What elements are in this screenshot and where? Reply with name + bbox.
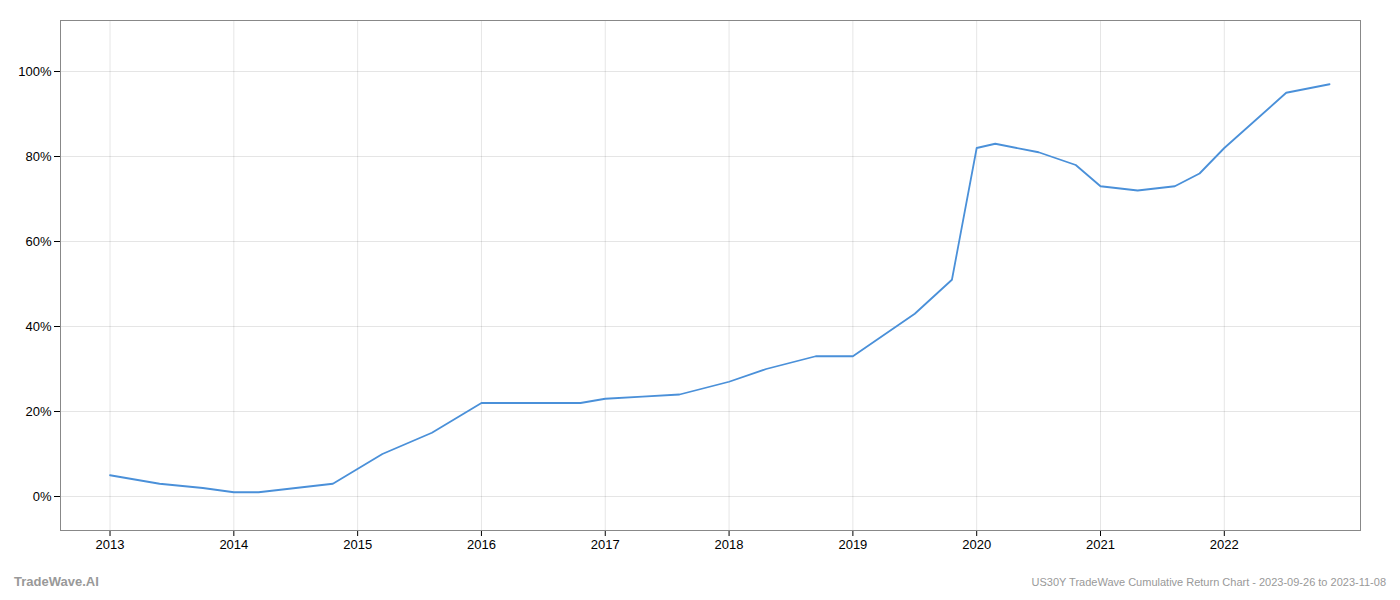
svg-text:60%: 60% (25, 234, 51, 249)
svg-text:2021: 2021 (1086, 537, 1115, 552)
svg-text:100%: 100% (18, 64, 52, 79)
svg-text:2019: 2019 (838, 537, 867, 552)
svg-text:2013: 2013 (96, 537, 125, 552)
svg-text:2022: 2022 (1210, 537, 1239, 552)
svg-text:2018: 2018 (715, 537, 744, 552)
svg-text:20%: 20% (25, 404, 51, 419)
svg-text:2020: 2020 (962, 537, 991, 552)
svg-text:2015: 2015 (343, 537, 372, 552)
svg-text:80%: 80% (25, 149, 51, 164)
svg-text:2017: 2017 (591, 537, 620, 552)
html-text:US30Y TradeWave Cumulative Ret: US30Y TradeWave Cumulative Return Chart … (1031, 576, 1386, 588)
html-text:TradeWave.AI: TradeWave.AI (14, 574, 99, 589)
svg-text:2014: 2014 (219, 537, 248, 552)
svg-text:0%: 0% (33, 489, 52, 504)
svg-text:2016: 2016 (467, 537, 496, 552)
svg-text:40%: 40% (25, 319, 51, 334)
